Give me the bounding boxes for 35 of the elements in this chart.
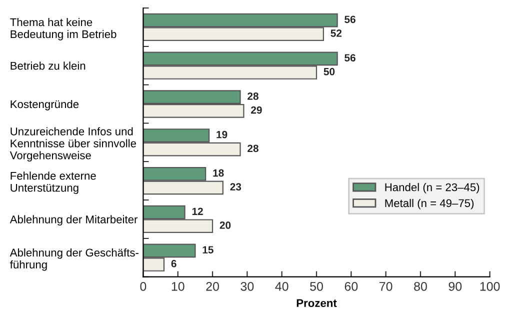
x-tick-label: 40 (275, 282, 288, 291)
x-tick-label: 30 (240, 282, 254, 291)
data-label: 28 (248, 92, 258, 100)
data-label: 50 (324, 68, 335, 76)
x-axis-title: Prozent (296, 299, 337, 308)
y-tick-label: Thema hat keine Bedeutung im Betrieb (10, 18, 116, 40)
x-tick-label: 90 (448, 282, 462, 291)
data-label: 15 (202, 246, 214, 254)
data-label: 19 (216, 130, 228, 138)
x-tick-label: 60 (344, 282, 358, 291)
legend-label: Metall (n = 49–75) (385, 198, 474, 210)
data-label: 28 (248, 144, 258, 152)
y-tick-label: Betrieb zu klein (10, 62, 86, 70)
data-label: 52 (330, 30, 342, 37)
x-tick-label: 80 (414, 282, 427, 291)
x-tick-label: 10 (172, 282, 184, 291)
y-tick-label: Ablehnung der Mitarbeiter (10, 215, 138, 226)
x-tick-label: 70 (380, 282, 392, 291)
y-tick-label: Unzureichende Infos und Kenntnisse über sinnvolle Vorgehensweise (10, 127, 136, 162)
data-label: 29 (251, 106, 262, 114)
x-tick-label: 20 (206, 282, 219, 291)
data-label: 6 (171, 260, 176, 268)
y-tick-label: Fehlende externe Unterstützung (10, 172, 96, 194)
y-tick-label: Ablehnung der Geschäfts- führung (10, 248, 138, 271)
legend-label: Handel (n = 23–45) (385, 183, 480, 194)
x-tick-label: 0 (140, 282, 146, 291)
y-tick-label: Kostengründe (10, 100, 79, 110)
data-label: 20 (220, 222, 231, 229)
data-label: 56 (344, 54, 356, 62)
data-label: 18 (213, 169, 224, 177)
x-tick-label: 100 (480, 282, 500, 291)
data-label: 23 (230, 183, 242, 191)
data-label: 12 (192, 208, 203, 215)
data-label: 56 (344, 16, 356, 24)
x-tick-label: 50 (310, 282, 323, 291)
